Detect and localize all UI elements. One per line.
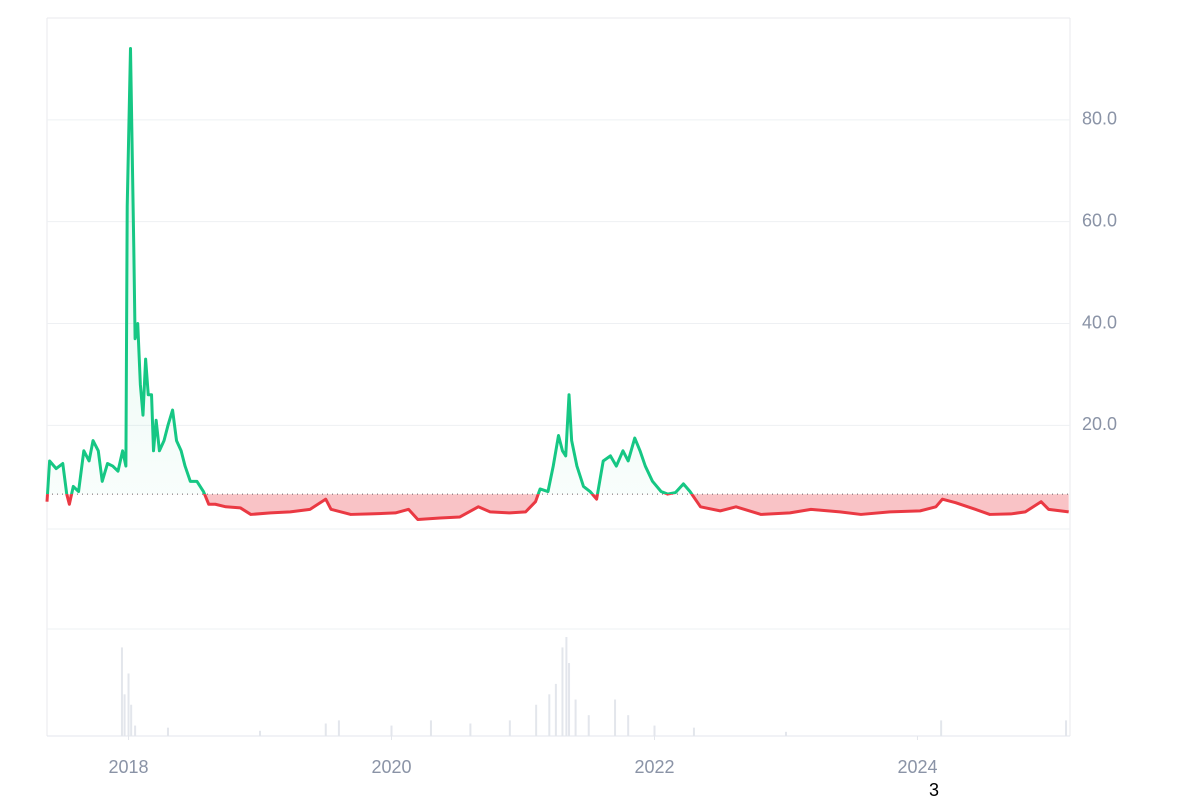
x-tick-label: 2018 [109, 757, 149, 777]
volume-bar [469, 723, 472, 736]
y-tick-label: 80.0 [1082, 109, 1117, 129]
volume-bar [561, 647, 564, 736]
volume-bar [127, 673, 130, 736]
volume-bar [784, 731, 787, 736]
area-down [47, 494, 1069, 520]
volume-bar [548, 694, 551, 736]
y-tick-label: 20.0 [1082, 414, 1117, 434]
volume-bar [390, 725, 393, 736]
x-tick-label: 2024 [897, 757, 937, 777]
volume-bar [429, 720, 432, 736]
x-tick-label: 2020 [371, 757, 411, 777]
price-line-up [45, 47, 694, 495]
volume-bar [134, 725, 137, 736]
volume-bar [130, 704, 133, 736]
volume-bar [653, 725, 656, 736]
footnote: 3 [929, 780, 939, 800]
volume-bar [324, 723, 327, 736]
volume-bar [554, 683, 557, 736]
price-line-down [45, 494, 1069, 522]
area-up [47, 48, 692, 495]
volume-bar [940, 720, 943, 736]
volume-bar [587, 715, 590, 736]
volume-bar [259, 730, 262, 736]
volume-bar [166, 727, 169, 736]
volume-bar [568, 663, 571, 736]
y-tick-label: 60.0 [1082, 210, 1117, 230]
volume-bar [565, 637, 568, 736]
y-tick-label: 40.0 [1082, 312, 1117, 332]
volume-bar [627, 715, 630, 736]
volume-bar [574, 699, 577, 736]
volume-bar [1065, 720, 1068, 736]
volume-bar [614, 699, 617, 736]
x-tick-label: 2022 [634, 757, 674, 777]
volume-bar [692, 727, 695, 736]
volume-bar [123, 694, 126, 736]
volume-bar [508, 720, 511, 736]
volume-bar [120, 647, 123, 736]
volume-bar [535, 704, 538, 736]
volume-bar [337, 720, 340, 736]
